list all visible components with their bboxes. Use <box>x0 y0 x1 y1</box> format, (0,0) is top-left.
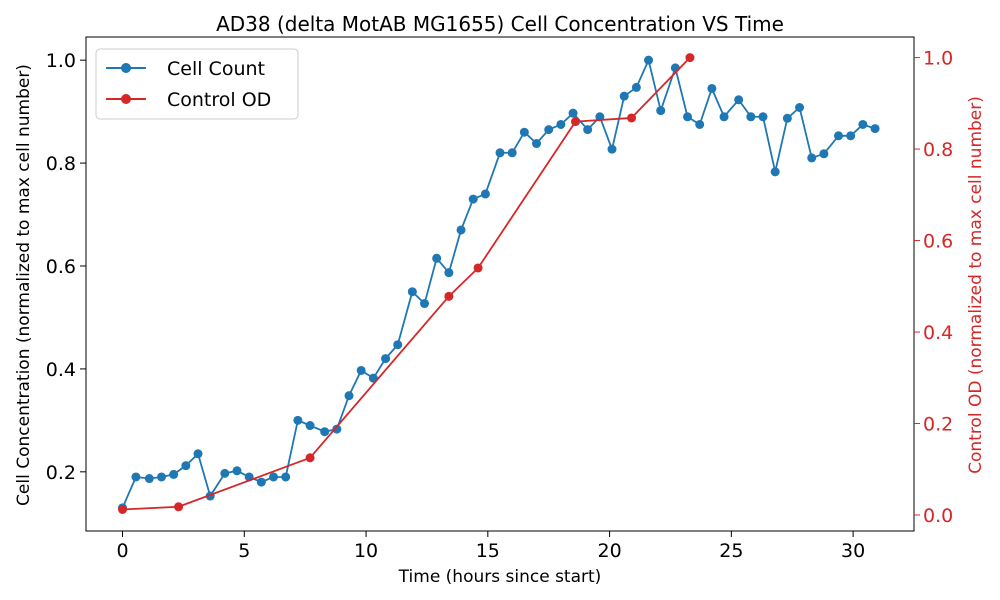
cell-count-point <box>556 119 566 129</box>
cell-count-point <box>156 472 166 482</box>
cell-count-point <box>281 472 291 482</box>
cell-count-point <box>583 125 593 135</box>
cell-count-point <box>432 253 442 263</box>
x-tick-label: 20 <box>597 540 621 562</box>
cell-count-point <box>456 225 466 235</box>
cell-count-point <box>734 95 744 105</box>
left-y-tick-label: 1.0 <box>46 50 76 72</box>
cell-count-point <box>393 340 403 350</box>
legend: Cell Count Control OD <box>95 48 299 120</box>
cell-count-point <box>381 354 391 364</box>
cell-count-point <box>332 424 342 434</box>
legend-box <box>95 48 299 120</box>
cell-count-point <box>181 461 191 471</box>
right-y-tick-label: 1.0 <box>923 48 953 70</box>
cell-count-point <box>269 472 279 482</box>
cell-count-point <box>519 127 529 137</box>
x-tick-label: 25 <box>719 540 743 562</box>
x-tick-label: 5 <box>238 540 250 562</box>
legend-label-cell-count: Cell Count <box>167 58 265 80</box>
legend-marker-cell-count <box>121 63 131 73</box>
cell-count-point <box>320 427 330 437</box>
cell-count-point <box>770 167 780 177</box>
legend-label-control-od: Control OD <box>167 89 271 111</box>
cell-count-point <box>256 477 266 487</box>
control-od-series <box>118 53 695 514</box>
cell-count-point <box>293 415 303 425</box>
cell-count-point <box>532 139 542 149</box>
right-y-tick-label: 0.6 <box>923 231 953 253</box>
cell-count-point <box>619 91 629 101</box>
x-tick-label: 10 <box>354 540 378 562</box>
plot-frame <box>85 36 915 532</box>
cell-count-point <box>468 194 478 204</box>
cell-count-point <box>695 119 705 129</box>
cell-count-point <box>444 268 454 278</box>
control-od-point <box>685 53 695 63</box>
cell-count-point <box>870 124 880 134</box>
cell-count-point <box>305 421 315 431</box>
x-tick-label: 0 <box>116 540 128 562</box>
cell-count-point <box>507 148 517 158</box>
control-od-point <box>473 263 483 273</box>
legend-marker-control-od <box>121 94 131 104</box>
cell-count-point <box>656 106 666 116</box>
x-tick-label: 15 <box>476 540 500 562</box>
cell-count-point <box>356 365 366 375</box>
cell-count-point <box>420 299 430 309</box>
cell-count-point <box>220 468 230 478</box>
right-y-axis-label: Control OD (normalized to max cell numbe… <box>966 96 986 474</box>
cell-count-point <box>819 149 829 159</box>
cell-count-point <box>834 131 844 141</box>
cell-count-point <box>169 469 179 479</box>
right-y-tick-label: 0.8 <box>923 139 953 161</box>
cell-count-point <box>846 131 856 141</box>
cell-count-point <box>644 55 654 65</box>
x-axis-label: Time (hours since start) <box>398 567 602 587</box>
cell-count-point <box>670 63 680 73</box>
left-y-tick-label: 0.8 <box>46 153 76 175</box>
cell-count-point <box>683 112 693 122</box>
control-od-point <box>118 505 128 514</box>
cell-count-point <box>795 103 805 112</box>
right-y-tick-label: 0.4 <box>923 322 953 344</box>
left-y-axis: 0.2 0.4 0.6 0.8 1.0 <box>46 50 86 484</box>
cell-count-point <box>544 125 554 135</box>
control-od-point <box>174 502 184 512</box>
cell-count-point <box>480 189 490 199</box>
control-od-point <box>570 117 580 127</box>
cell-count-point <box>131 472 141 482</box>
left-y-tick-label: 0.2 <box>46 462 76 484</box>
cell-count-point <box>707 83 717 93</box>
cell-count-point <box>858 119 868 129</box>
right-y-tick-label: 0.2 <box>923 414 953 436</box>
cell-count-point <box>807 153 817 163</box>
left-y-axis-label: Cell Concentration (normalized to max ce… <box>14 64 34 506</box>
cell-count-point <box>344 391 354 401</box>
control-od-point <box>305 453 315 463</box>
cell-count-point <box>193 449 203 459</box>
cell-count-point <box>568 108 578 118</box>
cell-count-point <box>144 474 154 484</box>
chart-title: AD38 (delta MotAB MG1655) Cell Concentra… <box>216 12 784 36</box>
cell-count-point <box>746 112 756 122</box>
cell-count-point <box>407 287 417 297</box>
x-tick-label: 30 <box>841 540 865 562</box>
left-y-tick-label: 0.6 <box>46 256 76 278</box>
x-axis: 0 5 10 15 20 25 30 <box>116 531 865 562</box>
cell-count-point <box>232 466 242 476</box>
cell-count-point <box>607 144 617 154</box>
cell-count-point <box>758 112 768 122</box>
cell-count-point <box>495 148 505 158</box>
right-y-tick-label: 0.0 <box>923 505 953 527</box>
cell-count-point <box>782 113 792 123</box>
cell-count-point <box>631 82 641 92</box>
control-od-line <box>122 56 691 511</box>
left-y-tick-label: 0.4 <box>46 359 76 381</box>
control-od-point <box>627 113 637 123</box>
cell-count-point <box>719 112 729 122</box>
control-od-point <box>444 291 454 301</box>
right-y-axis: 0.0 0.2 0.4 0.6 0.8 1.0 <box>914 48 953 527</box>
